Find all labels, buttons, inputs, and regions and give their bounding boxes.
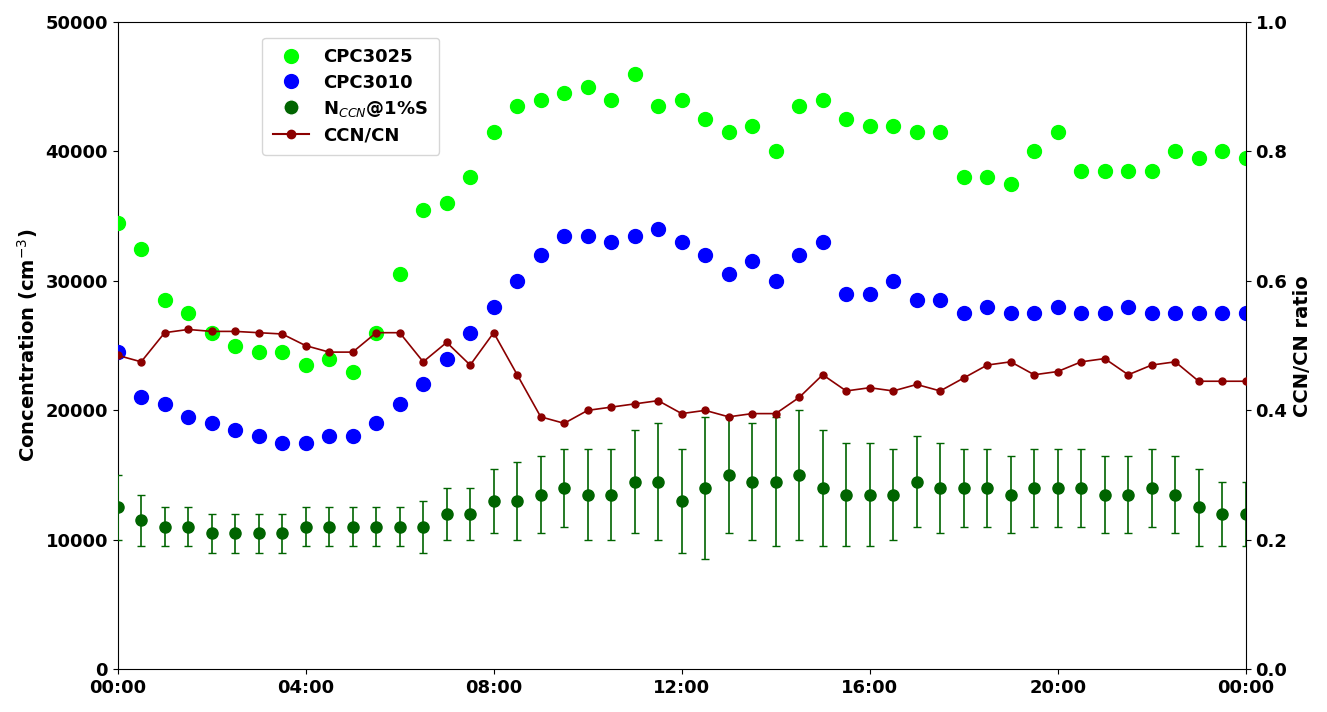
Y-axis label: CCN/CN ratio: CCN/CN ratio [1292,275,1312,417]
Y-axis label: Concentration (cm$^{-3}$): Concentration (cm$^{-3}$) [15,229,40,462]
Legend: CPC3025, CPC3010, N$_{CCN}$@1%S, CCN/CN: CPC3025, CPC3010, N$_{CCN}$@1%S, CCN/CN [261,38,439,155]
